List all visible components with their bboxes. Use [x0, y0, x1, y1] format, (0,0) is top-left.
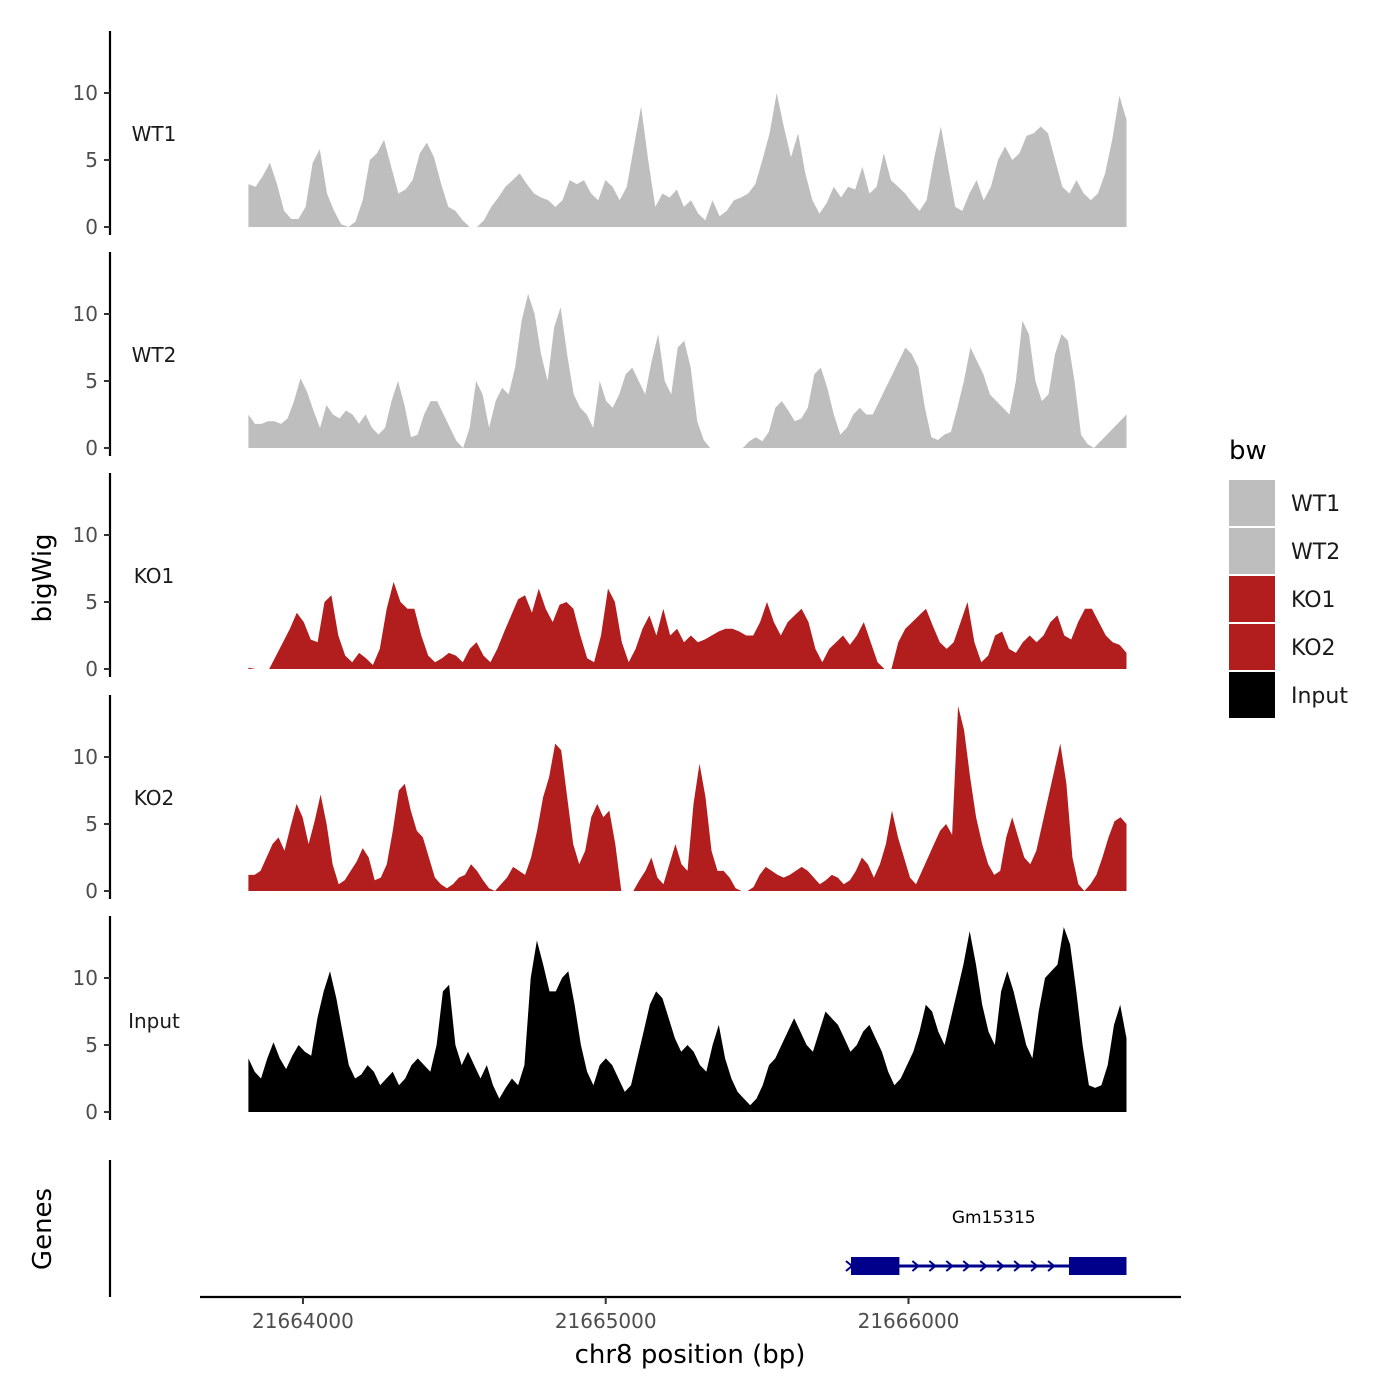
y-tick-label: 5 — [85, 590, 98, 614]
x-axis: 21664000 21665000 21666000 — [200, 1295, 1181, 1333]
strand-arrow-icon — [1047, 1260, 1056, 1272]
strand-arrow-icon — [1030, 1260, 1039, 1272]
panel-wt2: 0 5 10 WT2 — [73, 252, 1127, 460]
y-tick-label: 5 — [85, 812, 98, 836]
area-input — [248, 927, 1127, 1112]
panel-label-ko1: KO1 — [134, 564, 175, 588]
panel-label-wt1: WT1 — [132, 122, 177, 146]
legend-label-input: Input — [1291, 684, 1348, 709]
legend-swatch-input — [1229, 672, 1275, 718]
y-tick-label: 0 — [85, 215, 98, 239]
gene-label: Gm15315 — [952, 1208, 1036, 1228]
legend-swatch-ko1 — [1229, 576, 1275, 622]
gene-exon — [850, 1257, 900, 1275]
strand-arrow-icon — [845, 1260, 854, 1272]
y-tick-label: 5 — [85, 148, 98, 172]
gene-track: Gm15315 — [108, 1160, 1127, 1297]
legend-label-ko2: KO2 — [1291, 636, 1336, 661]
legend-swatch-wt1 — [1229, 480, 1275, 526]
y-tick-label: 0 — [85, 1100, 98, 1124]
x-tick-label: 21665000 — [555, 1309, 657, 1333]
signal-panels: 0 5 10 WT1 0 5 10 WT2 0 5 10 KO1 0 5 10 KO2 0 5 10 Input — [73, 31, 1127, 1124]
gene-gm15315: Gm15315 — [845, 1208, 1127, 1275]
panel-input: 0 5 10 Input — [73, 916, 1127, 1124]
y-tick-label: 5 — [85, 1033, 98, 1057]
panel-label-wt2: WT2 — [132, 343, 177, 367]
area-wt2 — [248, 293, 1127, 448]
panel-ko1: 0 5 10 KO1 — [73, 473, 1127, 681]
strand-arrow-icon — [945, 1260, 954, 1272]
area-wt1 — [248, 93, 1127, 227]
legend: bw WT1 WT2 KO1 KO2 Input — [1229, 436, 1348, 718]
panel-label-input: Input — [128, 1009, 180, 1033]
y-tick-label: 10 — [73, 81, 98, 105]
strand-arrow-icon — [979, 1260, 988, 1272]
strand-arrow-icon — [962, 1260, 971, 1272]
gene-exon — [1068, 1257, 1127, 1275]
legend-label-ko1: KO1 — [1291, 588, 1336, 613]
strand-arrow-icon — [996, 1260, 1005, 1272]
strand-arrow-icon — [1013, 1260, 1022, 1272]
legend-swatch-wt2 — [1229, 528, 1275, 574]
legend-label-wt2: WT2 — [1291, 540, 1340, 565]
area-ko2 — [248, 706, 1127, 891]
legend-label-wt1: WT1 — [1291, 492, 1340, 517]
y-tick-label: 10 — [73, 745, 98, 769]
y-tick-label: 0 — [85, 657, 98, 681]
strand-arrow-icon — [928, 1260, 937, 1272]
panel-label-ko2: KO2 — [134, 786, 175, 810]
y-tick-label: 0 — [85, 436, 98, 460]
y-tick-label: 10 — [73, 966, 98, 990]
x-tick-label: 21666000 — [858, 1309, 960, 1333]
panel-ko2: 0 5 10 KO2 — [73, 695, 1127, 903]
legend-swatch-ko2 — [1229, 624, 1275, 670]
y-tick-label: 10 — [73, 523, 98, 547]
x-tick-label: 21664000 — [252, 1309, 354, 1333]
y-tick-label: 5 — [85, 369, 98, 393]
genes-axis-title: Genes — [28, 1188, 58, 1270]
x-axis-title: chr8 position (bp) — [575, 1340, 806, 1370]
y-tick-label: 0 — [85, 879, 98, 903]
area-ko1 — [248, 581, 1127, 669]
panel-wt1: 0 5 10 WT1 — [73, 31, 1127, 239]
y-tick-label: 10 — [73, 302, 98, 326]
y-axis-title: bigWig — [28, 533, 58, 622]
strand-arrow-icon — [911, 1260, 920, 1272]
legend-title: bw — [1229, 436, 1267, 466]
